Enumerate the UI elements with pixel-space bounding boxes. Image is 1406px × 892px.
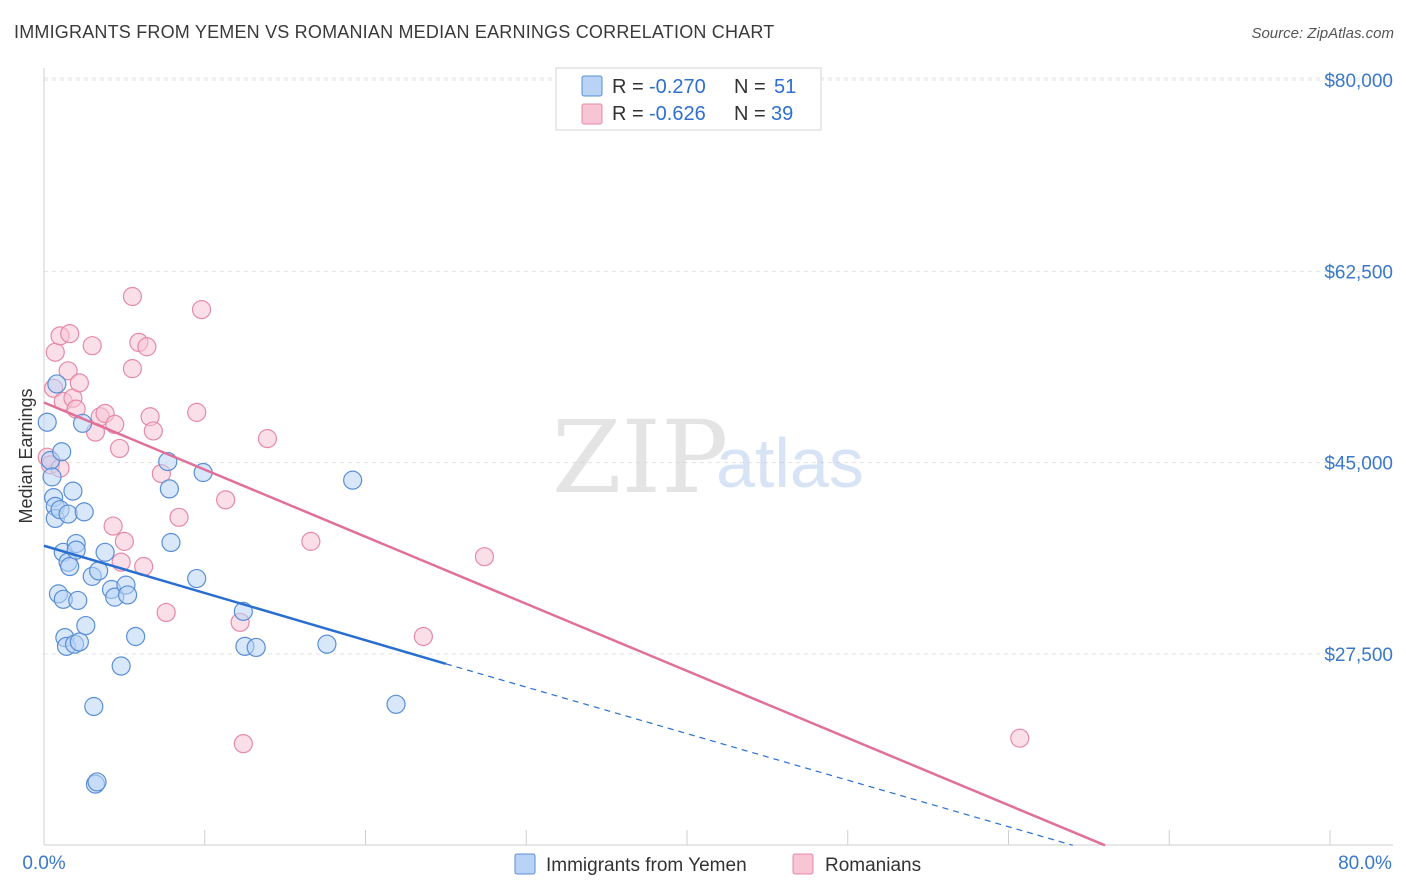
- watermark-zip: ZIP: [552, 399, 728, 516]
- trend-line-romanians: [43, 401, 1106, 847]
- data-point-romanians: [169, 507, 189, 527]
- grid-layer: [44, 77, 1393, 655]
- data-point-yemen: [111, 656, 131, 676]
- data-point-romanians: [413, 626, 433, 647]
- data-point-romanians: [82, 336, 102, 356]
- data-point-yemen: [37, 412, 57, 432]
- y-axis-label: Median Earnings: [16, 388, 36, 523]
- data-point-yemen: [343, 470, 363, 490]
- data-point-yemen: [60, 556, 80, 577]
- stats-romanians-n-label: N =: [734, 103, 766, 125]
- data-point-yemen: [87, 772, 107, 792]
- legend-swatch-romanians: [792, 853, 814, 875]
- series-romanians-points: [37, 286, 1030, 754]
- legend-label-yemen: Immigrants from Yemen: [546, 855, 747, 876]
- bottom-legend: Immigrants from Yemen Romanians: [514, 853, 921, 876]
- data-point-romanians: [233, 734, 253, 754]
- trend-lines: [43, 401, 1106, 847]
- data-point-yemen: [126, 626, 146, 647]
- data-point-romanians: [109, 438, 130, 459]
- legend-swatch-yemen: [514, 853, 536, 875]
- data-point-romanians: [122, 359, 143, 379]
- data-point-yemen: [52, 442, 72, 462]
- data-point-romanians: [216, 490, 236, 510]
- data-point-yemen: [95, 542, 115, 562]
- stats-romanians-n-value: 39: [771, 103, 793, 125]
- stats-swatch-yemen: [581, 75, 603, 97]
- data-point-yemen: [159, 479, 179, 499]
- y-tick-label: $80,000: [1324, 71, 1393, 92]
- data-point-romanians: [1010, 728, 1030, 748]
- watermark-atlas: atlas: [716, 424, 864, 502]
- data-point-yemen: [187, 568, 207, 589]
- data-point-yemen: [317, 634, 337, 654]
- data-point-romanians: [187, 402, 207, 422]
- data-point-romanians: [143, 421, 163, 441]
- trend-line-yemen: [43, 544, 447, 666]
- stats-yemen-r-value: -0.270: [649, 76, 706, 98]
- stats-yemen-n-value: 51: [774, 76, 796, 98]
- stats-swatch-romanians: [581, 103, 603, 125]
- data-point-romanians: [156, 602, 176, 623]
- y-tick-label: $27,500: [1324, 645, 1393, 666]
- data-point-romanians: [58, 361, 78, 381]
- data-point-romanians: [191, 300, 212, 320]
- data-point-yemen: [74, 502, 94, 522]
- series-yemen-points: [37, 374, 406, 794]
- legend-label-romanians: Romanians: [825, 855, 921, 876]
- data-point-yemen: [246, 637, 266, 658]
- data-point-romanians: [301, 531, 321, 551]
- y-tick-label: $62,500: [1324, 262, 1393, 283]
- data-point-romanians: [257, 429, 278, 449]
- data-point-yemen: [42, 467, 62, 487]
- data-point-yemen: [68, 590, 88, 611]
- stats-yemen-n-label: N =: [734, 76, 766, 98]
- data-point-yemen: [47, 374, 67, 394]
- trend-line-yemen-extension: [445, 663, 1073, 846]
- y-tick-label: $45,000: [1324, 454, 1393, 475]
- data-point-yemen: [161, 532, 181, 553]
- data-point-yemen: [84, 696, 104, 717]
- chart-source: Source: ZipAtlas.com: [1251, 25, 1394, 42]
- data-point-romanians: [45, 342, 65, 362]
- data-point-romanians: [114, 531, 134, 551]
- stats-yemen-r-label: R =: [612, 76, 644, 98]
- y-tick-labels: $27,500 $45,000 $62,500 $80,000: [1324, 71, 1393, 666]
- data-point-yemen: [58, 504, 78, 524]
- data-point-romanians: [60, 324, 80, 344]
- stats-legend-box: R = -0.270 N = 51 R = -0.626 N = 39: [555, 67, 822, 131]
- data-point-romanians: [474, 547, 495, 567]
- data-point-romanians: [103, 516, 123, 536]
- x-tick-label-min: 0.0%: [22, 853, 65, 874]
- data-point-romanians: [137, 337, 157, 357]
- data-point-romanians: [122, 286, 143, 307]
- data-point-yemen: [117, 585, 138, 605]
- x-tick-marks: [204, 830, 1331, 845]
- x-tick-label-max: 80.0%: [1338, 853, 1392, 874]
- data-point-yemen: [63, 481, 83, 501]
- data-point-yemen: [76, 615, 96, 636]
- data-point-romanians: [69, 373, 89, 393]
- stats-romanians-r-label: R =: [612, 103, 644, 125]
- data-point-yemen: [386, 694, 406, 714]
- data-point-yemen: [69, 632, 89, 652]
- chart-title: IMMIGRANTS FROM YEMEN VS ROMANIAN MEDIAN…: [14, 22, 775, 42]
- stats-romanians-r-value: -0.626: [649, 103, 706, 125]
